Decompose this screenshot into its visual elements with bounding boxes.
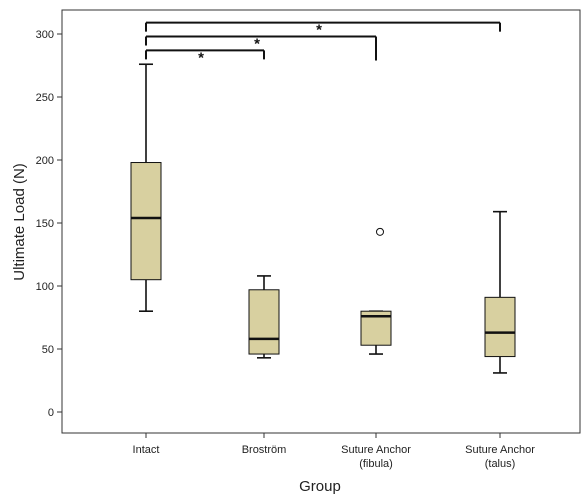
y-tick-label: 200 — [36, 155, 54, 167]
significance-brackets: * * * — [145, 21, 501, 66]
x-tick-label: Suture Anchor — [341, 444, 411, 456]
box-group — [130, 63, 162, 313]
significance-label: * — [316, 22, 322, 39]
outlier-point — [376, 227, 384, 236]
box — [130, 162, 162, 281]
box-group — [248, 275, 280, 359]
x-tick-label: Intact — [133, 444, 160, 456]
y-tick-label: 50 — [42, 344, 54, 356]
y-tick-label: 300 — [36, 29, 54, 41]
y-axis: 0 50 100 150 200 250 300 — [36, 29, 62, 419]
significance-label: * — [198, 49, 204, 66]
box — [484, 296, 516, 358]
significance-label: * — [254, 36, 260, 53]
x-tick-label: Suture Anchor — [465, 444, 535, 456]
plot-frame — [61, 9, 581, 434]
x-tick-label: (talus) — [485, 458, 516, 470]
y-axis-title: Ultimate Load (N) — [11, 163, 28, 281]
y-tick-label: 150 — [36, 218, 54, 230]
significance-bracket: * — [145, 21, 501, 39]
box-group — [484, 210, 516, 374]
significance-bracket: * — [145, 35, 377, 61]
x-axis: Intact Broström Suture Anchor (fibula) Sutur… — [133, 433, 535, 470]
x-tick-label: Broström — [242, 444, 287, 456]
boxes — [130, 63, 516, 374]
y-tick-label: 100 — [36, 281, 54, 293]
x-tick-label: (fibula) — [359, 458, 393, 470]
x-axis-title: Group — [299, 478, 341, 495]
y-tick-label: 0 — [48, 407, 54, 419]
box-group — [360, 227, 392, 355]
significance-bracket: * — [145, 49, 265, 66]
y-tick-label: 250 — [36, 92, 54, 104]
box — [248, 289, 280, 355]
